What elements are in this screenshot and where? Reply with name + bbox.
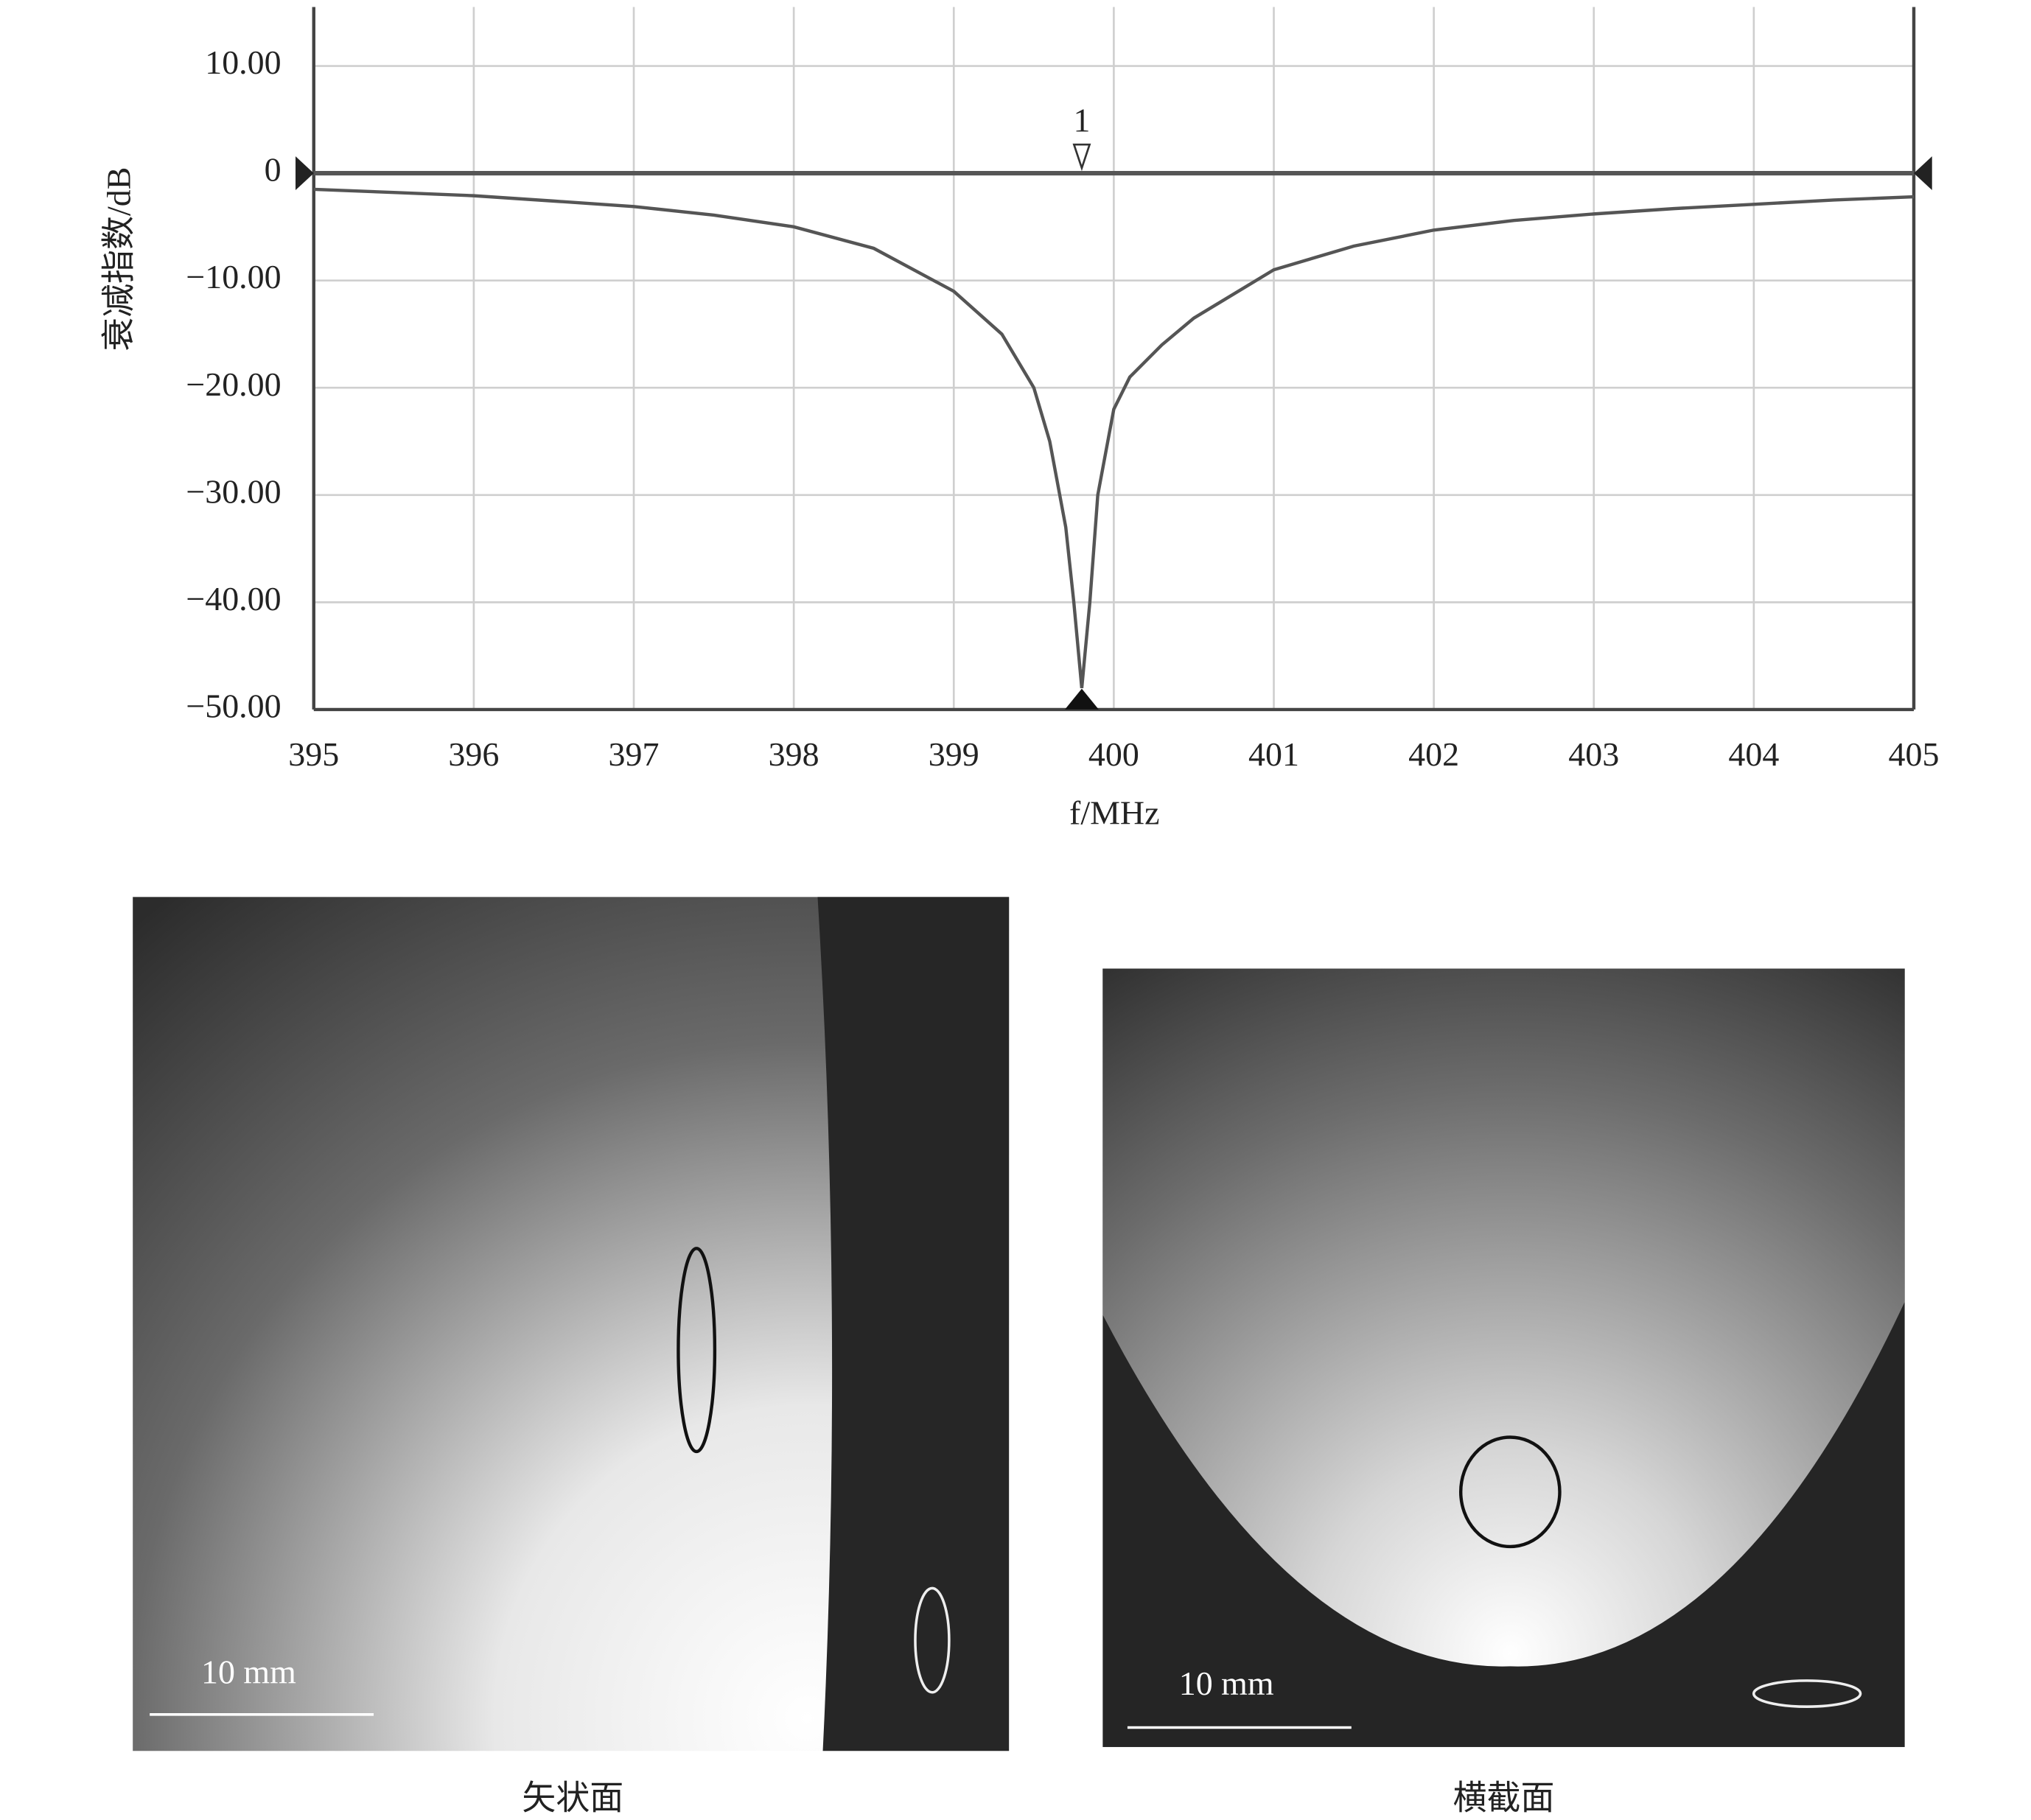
- x-tick-label: 398: [769, 735, 819, 773]
- plot: 395 396 397 398 399 400 401 402 403 404 405 10.00 0 −…: [186, 7, 1940, 773]
- x-tick-label: 399: [929, 735, 979, 773]
- y-tick-label: 10.00: [205, 43, 281, 81]
- roi-ellipse: [677, 1247, 717, 1454]
- reference-marker: [1914, 156, 1932, 191]
- y-tick-label: −30.00: [186, 472, 281, 510]
- y-tick-label: −40.00: [186, 580, 281, 617]
- panel-caption: 横截面: [1453, 1779, 1555, 1817]
- marker-label: 1: [1073, 102, 1090, 139]
- y-tick-label: 0: [265, 151, 282, 189]
- y-tick-label: −10.00: [186, 258, 281, 295]
- image-dark-region: [817, 897, 1010, 1751]
- x-tick-label: 396: [448, 735, 499, 773]
- curve: [313, 187, 1915, 688]
- x-tick-label: 397: [609, 735, 660, 773]
- marker: [1072, 143, 1091, 172]
- marker: [1064, 688, 1099, 710]
- roi-circle: [1458, 1435, 1562, 1549]
- y-tick-label: −20.00: [186, 365, 281, 403]
- x-tick-label: 405: [1889, 735, 1940, 773]
- x-tick-label: 402: [1408, 735, 1459, 773]
- x-axis-label: f/MHz: [1069, 794, 1159, 831]
- scale-label: 10 mm: [201, 1653, 296, 1690]
- roi-ellipse: [1752, 1679, 1862, 1708]
- transverse-image: 10 mm: [1102, 968, 1905, 1747]
- reference-marker: [296, 156, 314, 191]
- x-tick-label: 403: [1568, 735, 1619, 773]
- image-bright-region: [1102, 968, 1905, 1667]
- sagittal-image: 10 mm: [133, 897, 1010, 1751]
- x-tick-label: 395: [288, 735, 339, 773]
- x-tick-label: 401: [1248, 735, 1299, 773]
- y-tick-label: −50.00: [186, 687, 281, 724]
- x-tick-label: 400: [1088, 735, 1139, 773]
- scale-label: 10 mm: [1179, 1665, 1274, 1702]
- roi-ellipse: [914, 1586, 951, 1694]
- y-axis-label: 衰减指数/dB: [100, 167, 138, 351]
- x-tick-label: 404: [1728, 735, 1779, 773]
- panel-caption: 矢状面: [522, 1779, 623, 1817]
